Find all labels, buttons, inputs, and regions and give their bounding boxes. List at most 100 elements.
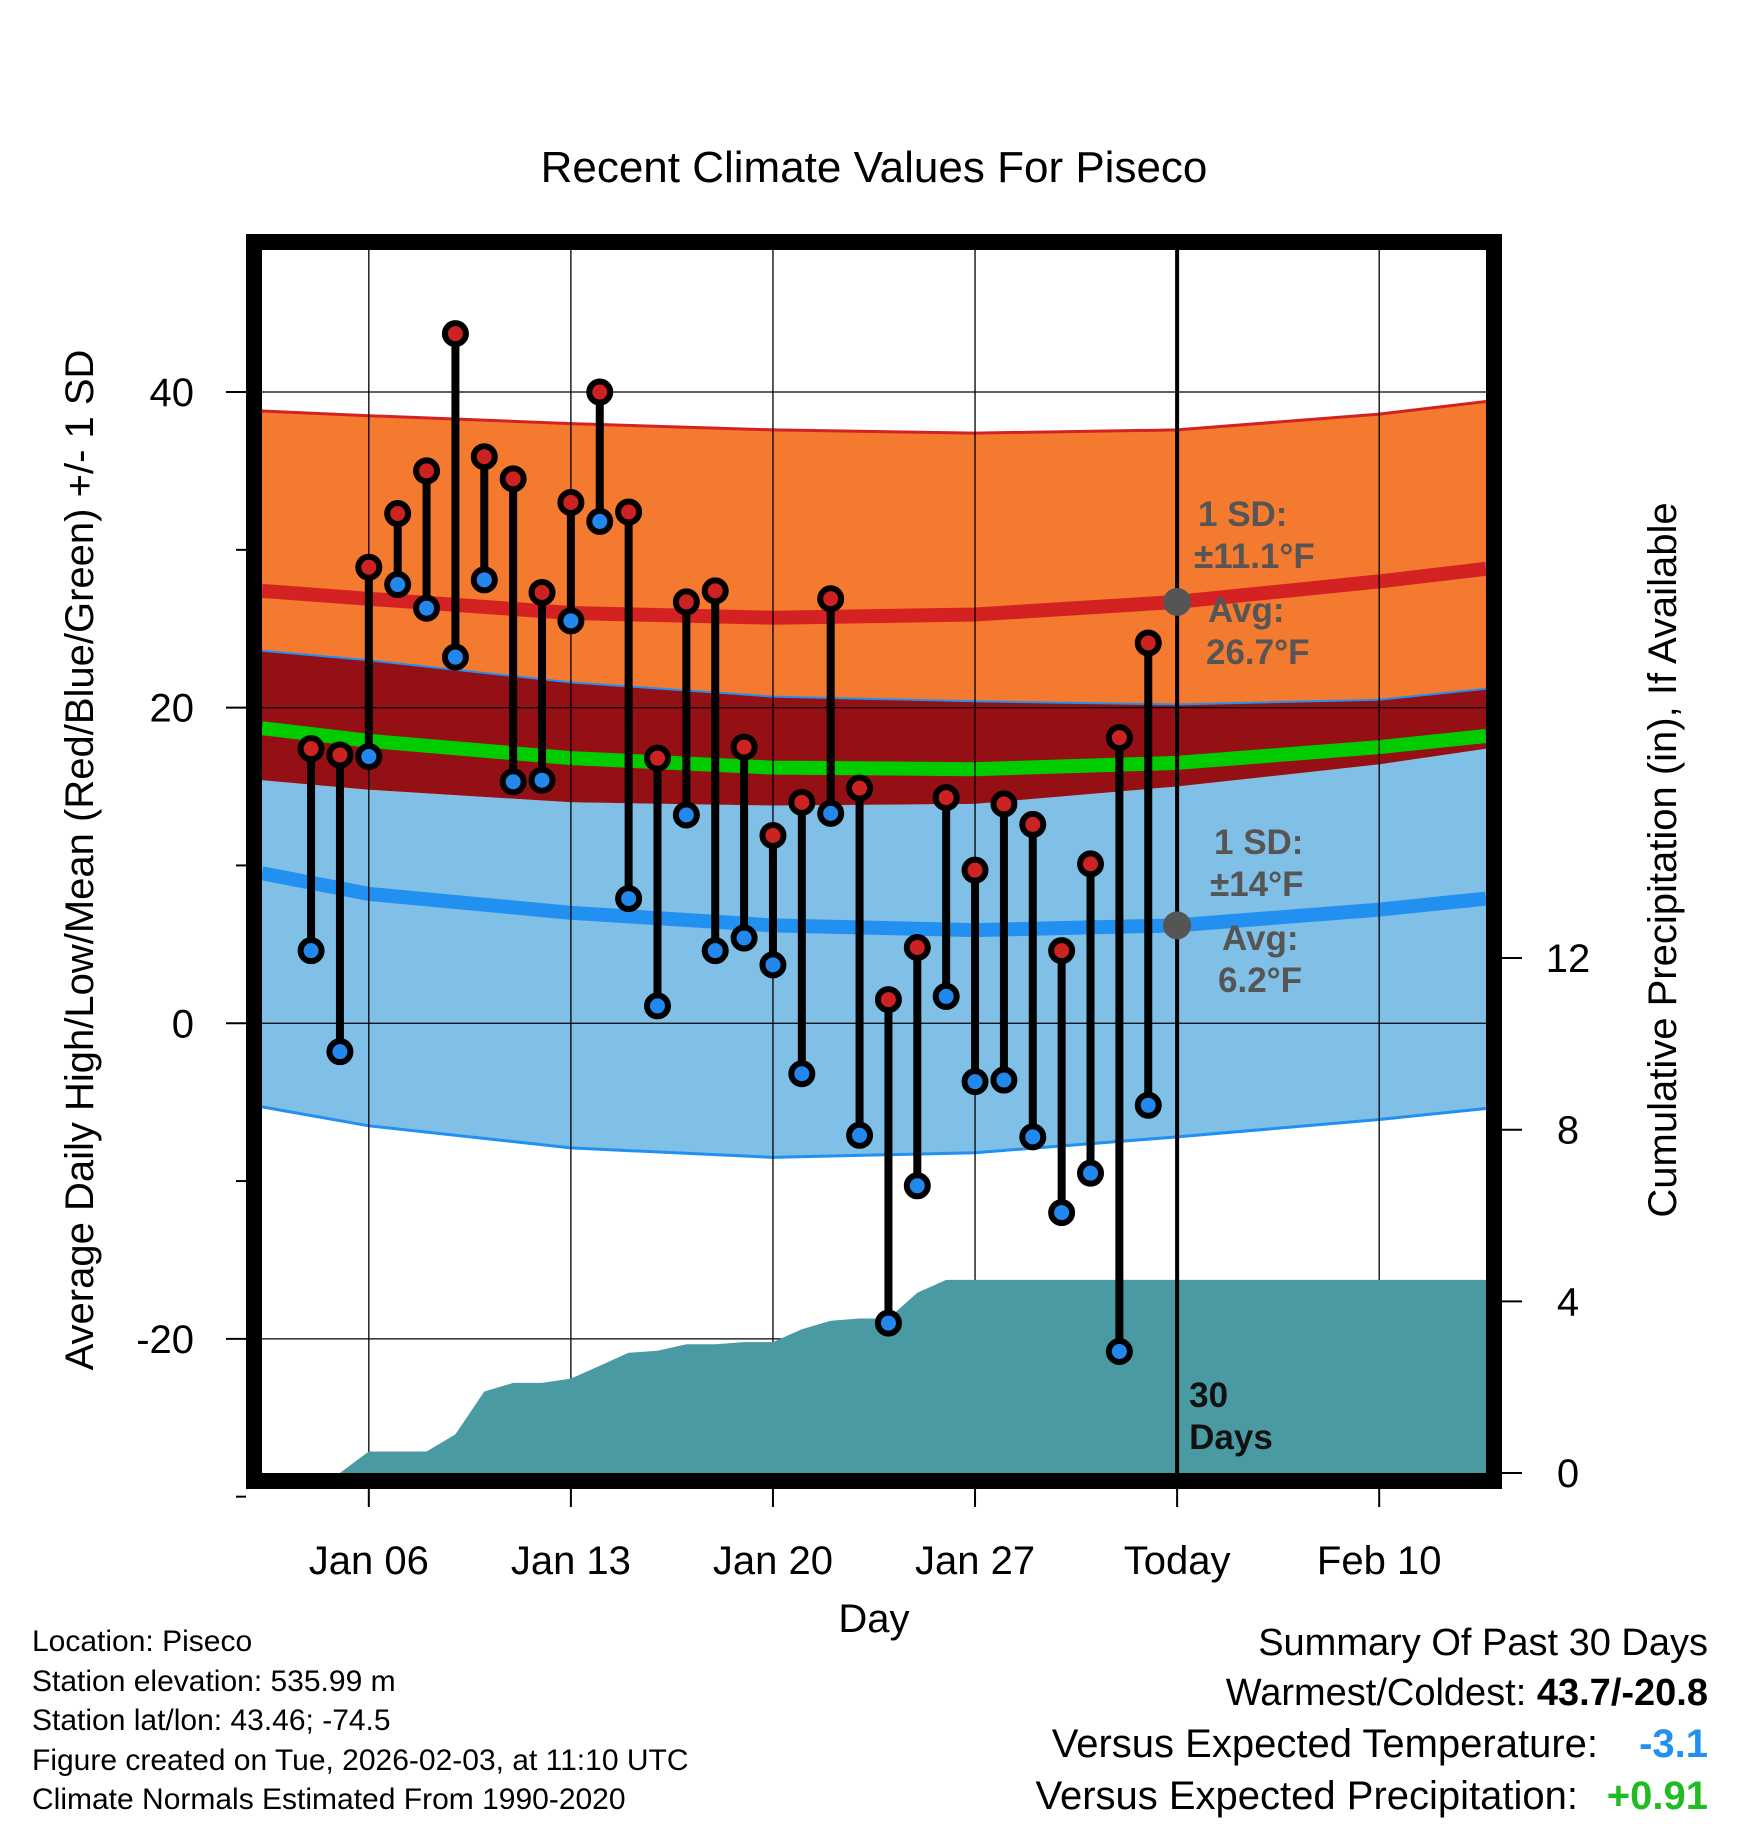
daily-stems <box>307 333 1153 1352</box>
low-marker <box>643 992 671 1020</box>
low-marker <box>990 1066 1018 1094</box>
low-marker <box>355 743 383 771</box>
high-marker <box>846 774 874 802</box>
y-tick-label: 40 <box>150 371 195 415</box>
temp-label: Versus Expected Temperature: <box>1051 1722 1598 1766</box>
axis-labels: Recent Climate Values For Piseco Day Avera… <box>58 143 1685 1641</box>
normals-text: Climate Normals Estimated From 1990-2020 <box>32 1783 626 1816</box>
high-marker <box>643 744 671 772</box>
y-tick-label: -20 <box>136 1318 194 1362</box>
high-avg-dot <box>1163 587 1192 616</box>
high-marker <box>355 553 383 581</box>
high-minus-sd-line <box>261 649 1487 706</box>
days-label-text: Days <box>1189 1418 1273 1457</box>
high-marker <box>499 465 527 493</box>
x-tick-label: Today <box>1124 1539 1231 1583</box>
y2-axis-label: Cumulative Precipitation (in), If Availa… <box>1641 502 1685 1217</box>
high-marker <box>1077 850 1105 878</box>
high-marker <box>470 443 498 471</box>
y2-tick-label: 4 <box>1557 1280 1579 1324</box>
high-marker <box>1105 724 1133 752</box>
precipitation-area <box>262 1279 1486 1473</box>
temp-row: Versus Expected Temperature: -3.1 <box>908 1722 1708 1774</box>
high-marker <box>961 856 989 884</box>
y-tick-label: 20 <box>150 687 195 731</box>
low-marker <box>470 566 498 594</box>
x-tick-label: Jan 06 <box>309 1539 429 1583</box>
chart-title: Recent Climate Values For Piseco <box>541 143 1208 192</box>
mean-avg-line <box>261 721 1487 777</box>
low-marker <box>1105 1337 1133 1365</box>
low-marker <box>1077 1159 1105 1187</box>
daily-markers <box>297 320 1162 1365</box>
low-marker <box>903 1172 931 1200</box>
high-marker <box>730 733 758 761</box>
low-marker <box>874 1309 902 1337</box>
low-marker <box>730 924 758 952</box>
high-avg-label: Avg: <box>1208 591 1284 630</box>
high-marker <box>788 788 816 816</box>
high-marker <box>672 588 700 616</box>
low-marker <box>297 937 325 965</box>
low-marker <box>1134 1091 1162 1119</box>
low-marker <box>672 801 700 829</box>
precip-value: +0.91 <box>1606 1774 1708 1818</box>
high-marker <box>701 577 729 605</box>
plot-border <box>246 234 1502 1489</box>
high-marker <box>586 378 614 406</box>
warm-cold-row: Warmest/Coldest: 43.7/-20.8 <box>908 1672 1708 1722</box>
y2-tick-label: 0 <box>1557 1452 1579 1496</box>
precip-label: Versus Expected Precipitation: <box>1035 1774 1578 1818</box>
x-tick-label: Jan 13 <box>511 1539 631 1583</box>
y-tick-label: 0 <box>172 1002 194 1046</box>
low-sd-label: 1 SD: <box>1214 823 1303 862</box>
high-marker <box>326 741 354 769</box>
temp-value: -3.1 <box>1639 1722 1708 1766</box>
high-sd-label: 1 SD: <box>1198 495 1287 534</box>
y2-tick-label: 12 <box>1546 937 1591 981</box>
low-marker <box>1019 1123 1047 1151</box>
x-axis-label: Day <box>838 1597 909 1641</box>
precip-row: Versus Expected Precipitation: +0.91 <box>908 1774 1708 1826</box>
low-sd-value: ±14°F <box>1210 865 1304 904</box>
low-marker <box>701 937 729 965</box>
normal-bands <box>260 400 1487 1159</box>
x-tick-label: Jan 27 <box>915 1539 1035 1583</box>
low-marker <box>326 1038 354 1066</box>
high-avg-line <box>261 561 1487 625</box>
low-avg-dot <box>1163 911 1192 940</box>
low-marker <box>961 1068 989 1096</box>
days-label-count: 30 <box>1189 1376 1228 1415</box>
high-marker <box>384 500 412 528</box>
high-marker <box>413 457 441 485</box>
low-marker <box>499 768 527 796</box>
low-marker <box>817 799 845 827</box>
high-marker <box>615 498 643 526</box>
elevation-text: Station elevation: 535.99 m <box>32 1664 396 1698</box>
high-marker <box>932 784 960 812</box>
y2-tick-label: 8 <box>1557 1109 1579 1153</box>
high-sd-value: ±11.1°F <box>1194 537 1315 576</box>
summary-heading: Summary Of Past 30 Days <box>1258 1622 1708 1664</box>
high-marker <box>990 790 1018 818</box>
high-plus-sd-line <box>261 400 1487 435</box>
plot-frame <box>246 234 1502 1489</box>
x-tick-label: Jan 20 <box>713 1539 833 1583</box>
high-marker <box>1134 629 1162 657</box>
high-marker <box>874 986 902 1014</box>
axis-ticks: Jan 06 Jan 13 Jan 20 Jan 27 Today Feb 10 -20 0 2… <box>136 371 1590 1583</box>
high-marker <box>1019 810 1047 838</box>
high-marker <box>557 488 585 516</box>
location-text: Location: Piseco <box>32 1625 253 1658</box>
latlon-text: Station lat/lon: 43.46; -74.5 <box>32 1704 391 1737</box>
low-marker <box>528 766 556 794</box>
high-marker <box>759 821 787 849</box>
low-marker <box>932 982 960 1010</box>
warm-cold-value: 43.7/-20.8 <box>1536 1672 1708 1714</box>
created-text: Figure created on Tue, 2026-02-03, at 11… <box>32 1743 689 1777</box>
low-sd-band <box>262 748 1486 1158</box>
y-axis-label: Average Daily High/Low/Mean (Red/Blue/Gr… <box>58 350 102 1371</box>
low-marker <box>413 594 441 622</box>
high-avg-value: 26.7°F <box>1206 633 1310 672</box>
